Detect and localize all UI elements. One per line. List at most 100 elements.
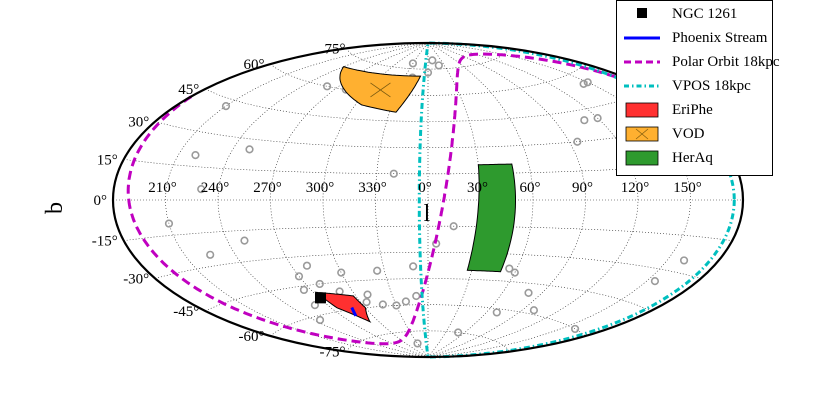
x-tick-label: 240° — [201, 180, 230, 196]
legend-label: EriPhe — [672, 102, 713, 118]
background-point — [408, 59, 418, 68]
legend-label: HerAq — [672, 150, 713, 166]
legend-item-polar-orbit: Polar Orbit 18kpc — [617, 51, 779, 73]
background-point — [529, 306, 539, 315]
background-point — [679, 256, 689, 265]
x-axis-label: l — [424, 201, 431, 227]
y-tick-label: 45° — [178, 82, 199, 98]
background-point — [389, 169, 398, 178]
background-points — [164, 56, 689, 348]
y-tick-label: 60° — [244, 57, 265, 73]
meridian-line — [375, 42, 429, 358]
legend-label: VOD — [672, 126, 705, 142]
legend: NGC 1261 Phoenix Stream Polar Orbit 18kp… — [616, 0, 779, 176]
background-point — [206, 250, 215, 259]
parallel-line — [155, 121, 701, 148]
background-point — [413, 339, 422, 348]
x-tick-label: 270° — [253, 180, 282, 196]
background-point — [362, 298, 371, 307]
background-point — [428, 56, 437, 65]
background-point — [434, 61, 443, 70]
background-point — [191, 151, 200, 160]
background-point — [392, 301, 401, 310]
background-point — [409, 262, 418, 271]
y-tick-label: -15° — [92, 234, 118, 250]
background-point — [401, 297, 410, 306]
heraq-region — [466, 163, 516, 273]
background-point — [492, 308, 501, 317]
background-point — [449, 222, 458, 231]
orbit-lines — [126, 41, 736, 359]
x-tick-label: 150° — [673, 180, 702, 196]
x-tick-label: 210° — [148, 180, 177, 196]
background-point — [363, 290, 372, 299]
vod-hatch — [370, 82, 391, 98]
parallel-line — [270, 304, 586, 337]
x-tick-label: 60° — [520, 180, 541, 196]
legend-item-vod: VOD — [617, 123, 772, 145]
legend-label: Polar Orbit 18kpc — [672, 54, 780, 70]
y-tick-label: 15° — [97, 152, 118, 168]
background-point — [302, 261, 312, 270]
background-point — [221, 102, 231, 111]
background-point — [573, 137, 582, 146]
hatched-orange-patch-icon — [625, 126, 659, 142]
legend-item-eriphe: EriPhe — [617, 99, 772, 121]
background-point — [580, 116, 589, 125]
y-axis-label: b — [42, 202, 68, 214]
background-point — [164, 219, 174, 228]
y-tick-label: 0° — [94, 193, 108, 209]
background-point — [245, 145, 254, 154]
parallel-line — [270, 63, 586, 96]
y-tick-label: -45° — [173, 304, 199, 320]
meridian-line — [165, 42, 429, 358]
x-tick-label: 120° — [621, 180, 650, 196]
ngc1261-marker — [314, 292, 326, 304]
dashdot-line-icon — [624, 84, 660, 88]
y-tick-label: 75° — [324, 41, 345, 57]
polar-orbit-line — [126, 95, 193, 201]
x-tick-label: 90° — [572, 180, 593, 196]
y-tick-label: 30° — [128, 115, 149, 131]
background-point — [412, 291, 421, 301]
background-point — [315, 315, 325, 325]
meridian-line — [270, 42, 429, 358]
legend-item-vpos: VPOS 18kpc — [617, 75, 772, 97]
legend-item-ngc1261: NGC 1261 — [617, 3, 772, 25]
legend-label: Phoenix Stream — [672, 30, 768, 46]
x-tick-label: 330° — [358, 180, 387, 196]
y-tick-label: -60° — [239, 329, 265, 345]
background-point — [197, 184, 206, 194]
map-boundary — [111, 41, 745, 359]
x-tick-label: 0° — [418, 180, 432, 196]
background-point — [524, 288, 533, 297]
map-boundary-ellipse — [111, 41, 745, 359]
markers — [314, 292, 326, 304]
background-point — [650, 277, 660, 286]
background-point — [373, 266, 382, 275]
legend-item-heraq: HerAq — [617, 147, 772, 169]
background-point — [454, 328, 463, 337]
background-point — [505, 264, 514, 273]
background-point — [378, 300, 387, 309]
background-point — [593, 113, 602, 123]
legend-label: NGC 1261 — [672, 6, 738, 22]
y-tick-label: -75° — [319, 345, 345, 361]
background-point — [337, 268, 346, 277]
phoenix-stream-line — [350, 306, 358, 317]
meridian-line — [217, 42, 429, 358]
vpos-line — [417, 41, 736, 359]
green-patch-icon — [625, 150, 659, 166]
parallel-line — [155, 252, 701, 279]
legend-item-phoenix-stream: Phoenix Stream — [617, 27, 772, 49]
background-point — [583, 78, 592, 87]
background-point — [570, 324, 580, 334]
dashed-line-icon — [624, 60, 660, 64]
background-point — [323, 82, 332, 91]
y-tick-label: -30° — [123, 272, 149, 288]
solid-line-icon — [624, 36, 660, 40]
parallel-line — [205, 278, 651, 312]
meridian-line — [427, 42, 481, 358]
x-tick-label: 30° — [467, 180, 488, 196]
